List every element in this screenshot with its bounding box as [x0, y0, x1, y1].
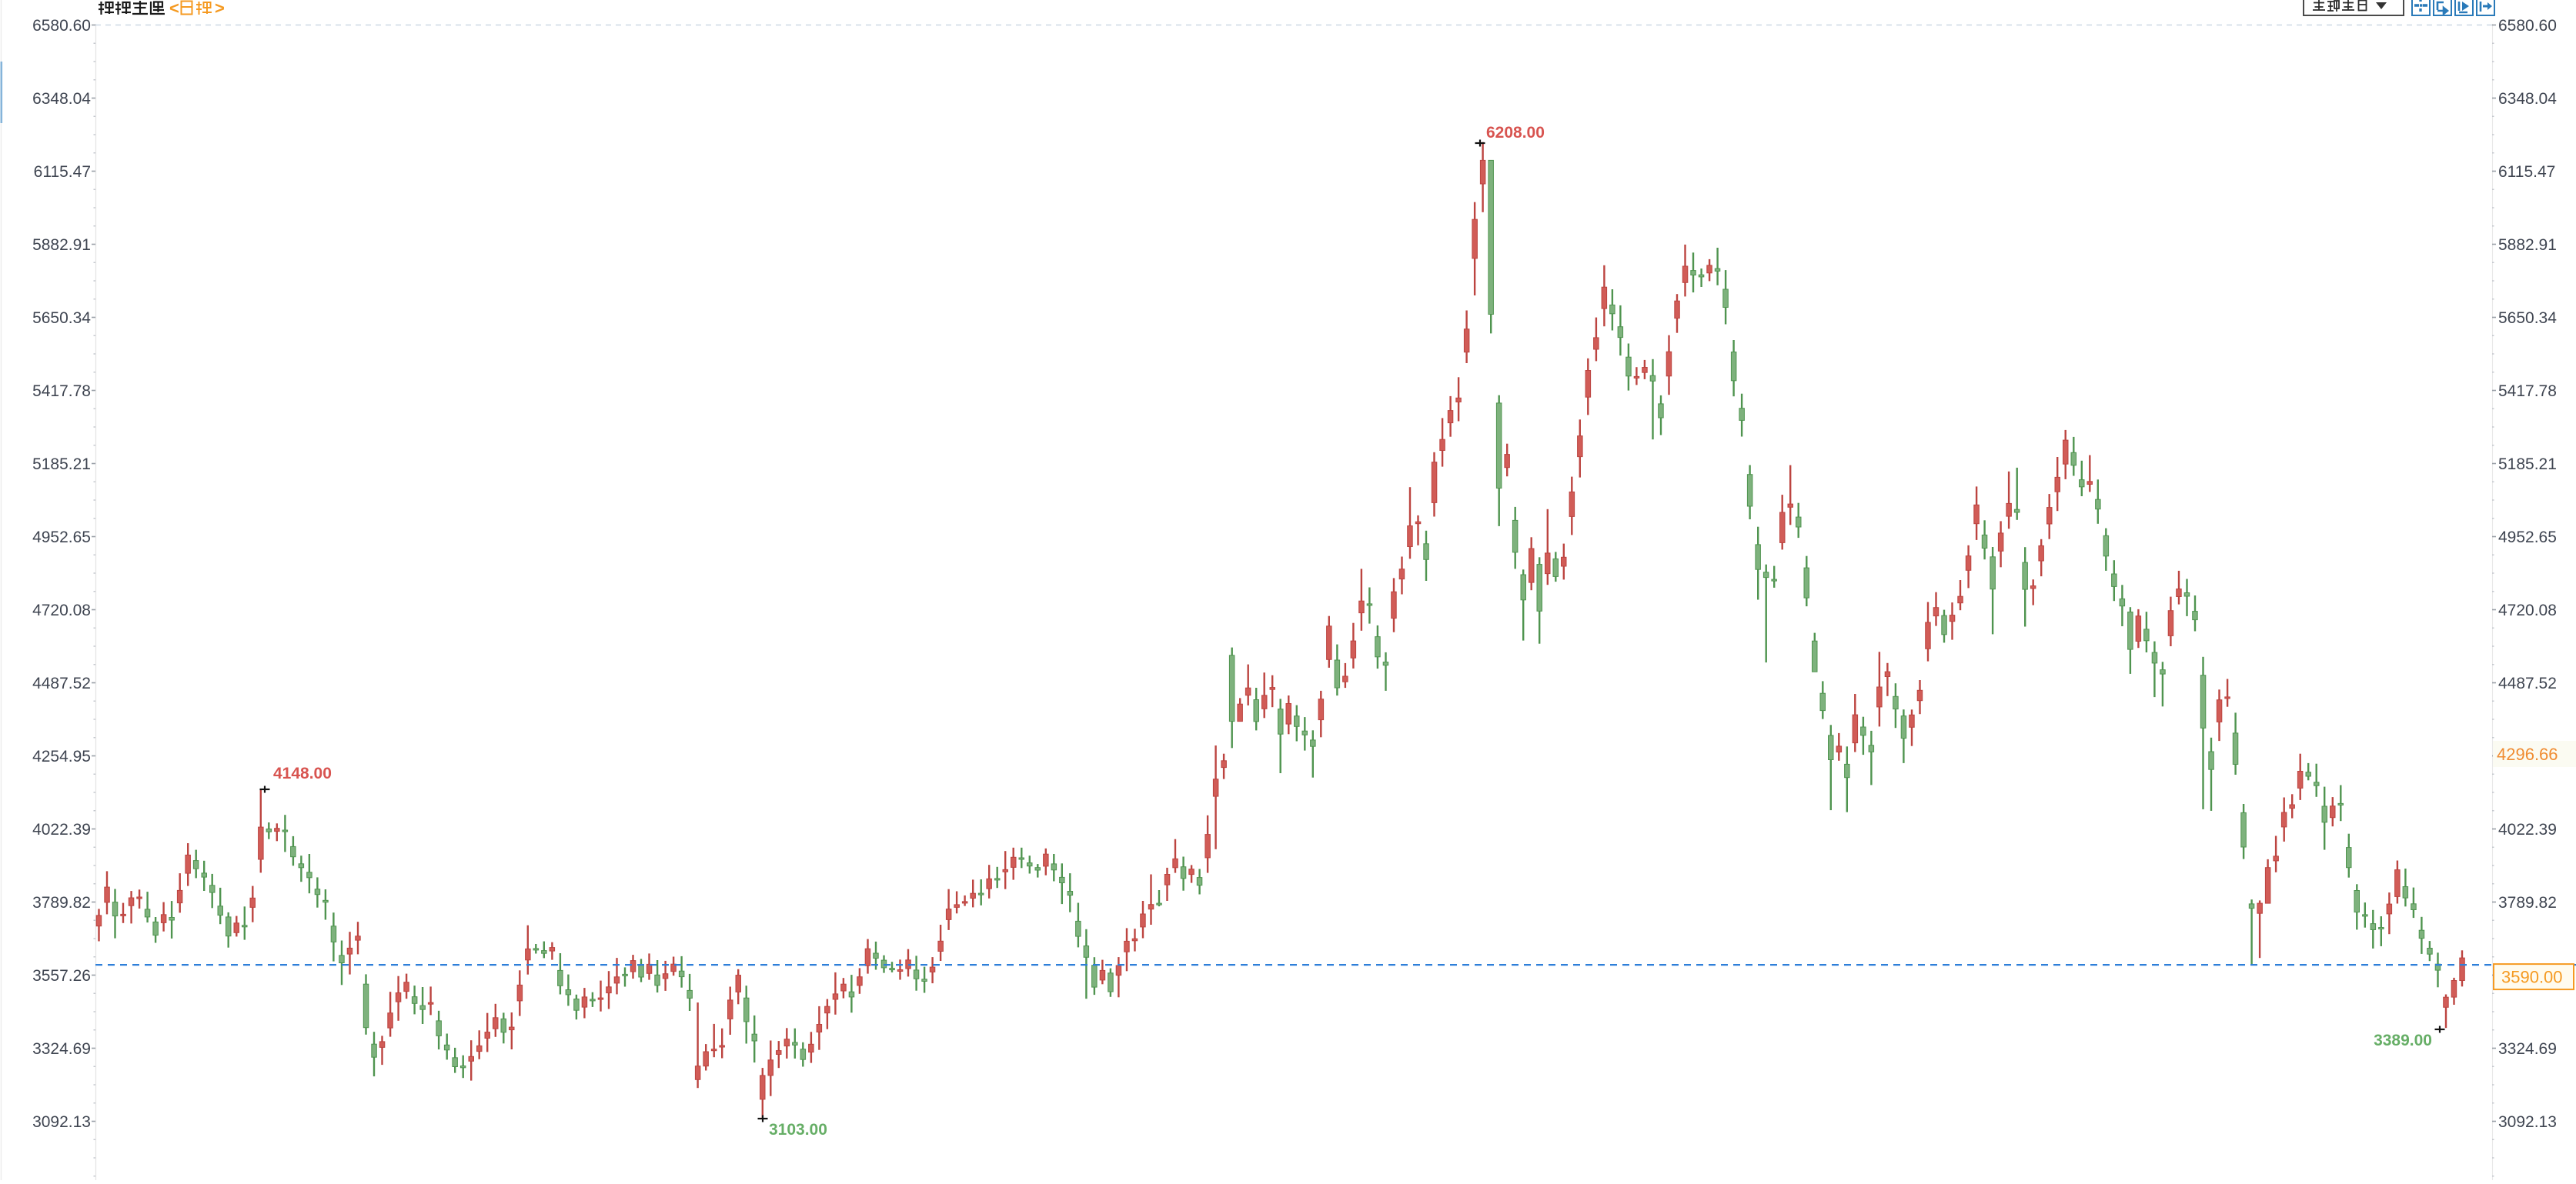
- svg-text:3092.13: 3092.13: [2498, 1113, 2557, 1131]
- svg-text:3557.26: 3557.26: [32, 967, 91, 985]
- svg-text:3389.00: 3389.00: [2374, 1032, 2432, 1049]
- svg-text:4720.08: 4720.08: [2498, 602, 2557, 619]
- svg-text:3324.69: 3324.69: [2498, 1040, 2557, 1058]
- svg-text:3324.69: 3324.69: [32, 1040, 91, 1058]
- svg-text:3092.13: 3092.13: [32, 1113, 91, 1131]
- svg-text:4720.08: 4720.08: [32, 602, 91, 619]
- svg-text:3789.82: 3789.82: [32, 894, 91, 912]
- svg-text:5417.78: 5417.78: [32, 382, 91, 400]
- svg-text:>: >: [215, 0, 225, 18]
- svg-text:6580.60: 6580.60: [32, 17, 91, 35]
- svg-text:4296.66: 4296.66: [2497, 745, 2558, 764]
- svg-text:4148.00: 4148.00: [273, 765, 332, 782]
- svg-text:4952.65: 4952.65: [32, 529, 91, 546]
- svg-text:5650.34: 5650.34: [2498, 309, 2557, 327]
- svg-text:4022.39: 4022.39: [32, 821, 91, 839]
- svg-text:<: <: [169, 0, 179, 18]
- svg-text:4952.65: 4952.65: [2498, 529, 2557, 546]
- svg-text:4022.39: 4022.39: [2498, 821, 2557, 839]
- svg-text:5417.78: 5417.78: [2498, 382, 2557, 400]
- svg-text:5185.21: 5185.21: [32, 455, 91, 473]
- svg-text:5185.21: 5185.21: [2498, 455, 2557, 473]
- svg-text:3103.00: 3103.00: [769, 1121, 827, 1139]
- svg-text:6580.60: 6580.60: [2498, 17, 2557, 35]
- svg-text:6348.04: 6348.04: [2498, 90, 2557, 108]
- svg-text:6208.00: 6208.00: [1486, 124, 1545, 142]
- svg-text:6115.47: 6115.47: [2498, 163, 2555, 181]
- svg-text:4487.52: 4487.52: [32, 675, 91, 692]
- svg-text:4487.52: 4487.52: [2498, 675, 2557, 692]
- svg-text:6115.47: 6115.47: [34, 163, 91, 181]
- svg-text:5882.91: 5882.91: [2498, 236, 2557, 254]
- svg-text:5650.34: 5650.34: [32, 309, 91, 327]
- svg-text:3590.00: 3590.00: [2501, 968, 2563, 987]
- svg-text:4254.95: 4254.95: [32, 748, 91, 765]
- svg-text:3789.82: 3789.82: [2498, 894, 2557, 912]
- svg-text:5882.91: 5882.91: [32, 236, 91, 254]
- svg-text:6348.04: 6348.04: [32, 90, 91, 108]
